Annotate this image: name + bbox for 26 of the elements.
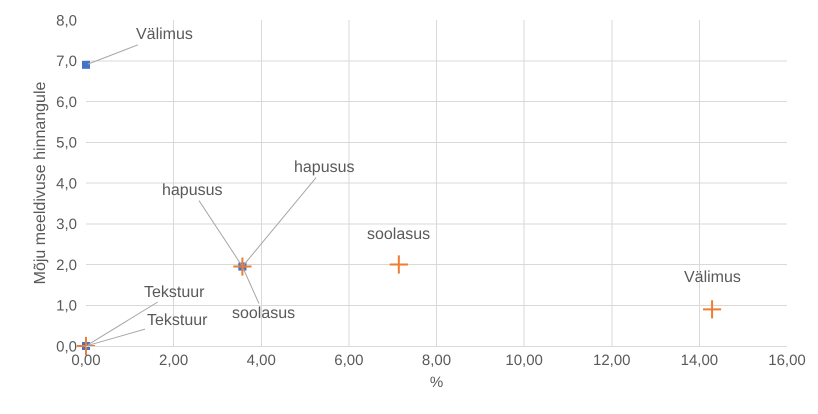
x-tick-label: 16,00 [768,352,806,369]
annotation: Välimus [136,26,193,43]
x-tick-label: 14,00 [680,352,718,369]
x-tick-label: 8,00 [422,352,452,369]
y-tick-label: 4,0 [56,175,77,192]
y-tick-label: 3,0 [56,216,77,233]
annotation: soolasus [367,226,430,243]
x-tick-label: 10,00 [505,352,543,369]
annotation: hapusus [294,159,354,176]
y-tick-label: 1,0 [56,298,77,314]
annotation: Tekstuur [147,312,208,329]
x-axis-title: % [430,374,444,391]
x-tick-label: 12,00 [592,352,631,369]
y-tick-label: 7,0 [56,53,77,70]
y-axis-title: Mõju meeldivuse hinnangule [32,82,50,284]
y-tick-label: 6,0 [56,94,77,111]
y-tick-label: 2,0 [56,256,77,274]
x-tick-label: 6,00 [334,352,364,369]
annotation: soolasus [232,305,296,322]
annotation: hapusus [162,182,222,199]
y-tick-label: 5,0 [56,134,77,152]
y-tick-label: 8,0 [56,12,77,30]
annotation: Välimus [684,269,741,286]
x-tick-label: 4,00 [246,352,276,369]
x-tick-label: 2,00 [159,352,188,369]
annotation: Tekstuur [144,284,206,301]
